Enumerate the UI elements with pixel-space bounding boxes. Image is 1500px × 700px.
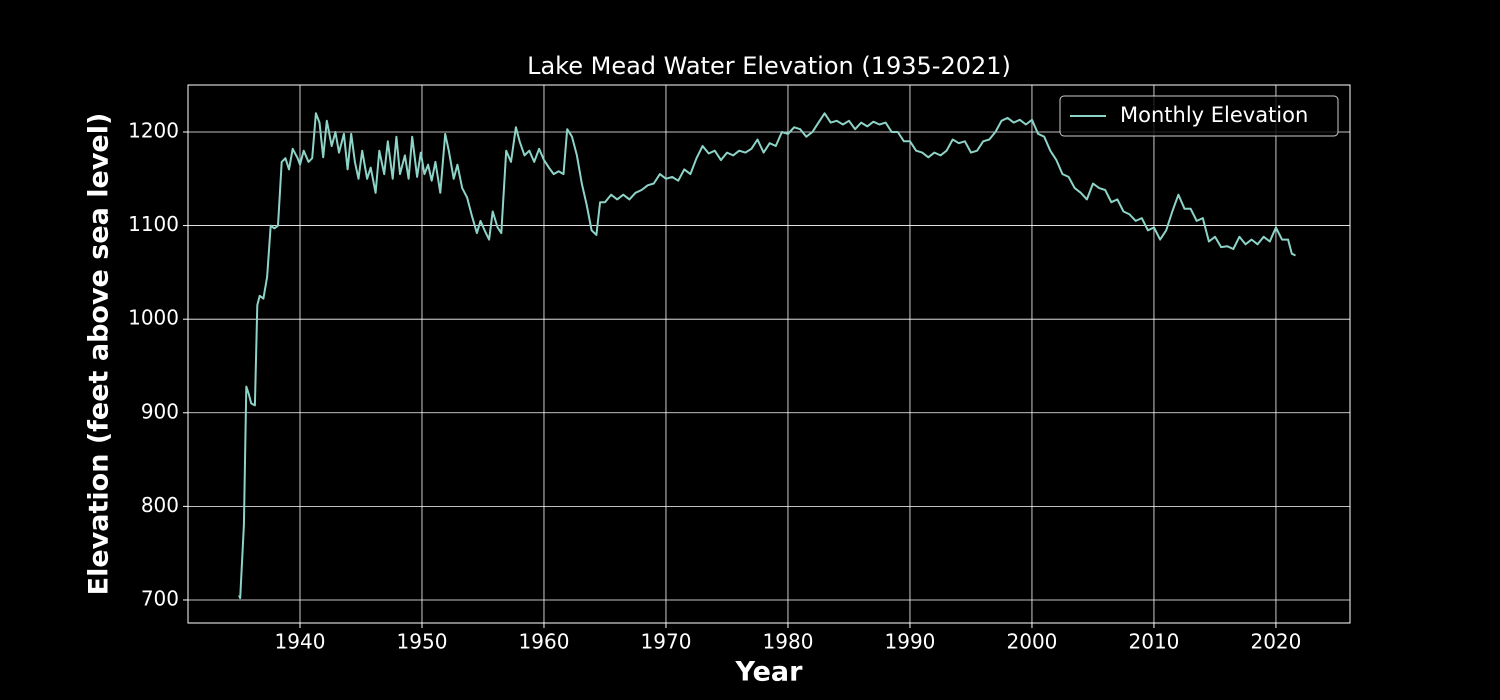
x-tick-label: 1960	[519, 630, 570, 654]
x-tick-label: 1950	[397, 630, 448, 654]
x-tick-label: 1980	[763, 630, 814, 654]
chart-title: Lake Mead Water Elevation (1935-2021)	[527, 52, 1011, 80]
plot-frame	[187, 84, 1351, 624]
x-tick-label: 1970	[641, 630, 692, 654]
legend-label: Monthly Elevation	[1120, 103, 1308, 127]
legend-box	[1059, 95, 1339, 137]
y-tick-label: 1100	[128, 212, 179, 236]
x-tick-label: 1940	[275, 630, 326, 654]
y-tick-label: 1200	[128, 118, 179, 142]
x-tick-label: 1990	[885, 630, 936, 654]
data-line	[238, 112, 1296, 600]
legend: Monthly Elevation	[1059, 95, 1339, 137]
x-tick-label: 2010	[1129, 630, 1180, 654]
y-tick-label: 1000	[128, 306, 179, 330]
x-tick-label: 2000	[1007, 630, 1058, 654]
y-axis-label: Elevation (feet above sea level)	[84, 113, 115, 596]
y-tick-label: 900	[141, 399, 179, 423]
y-tick-label: 800	[141, 493, 179, 517]
x-axis-label: Year	[735, 657, 804, 688]
y-tick-label: 700	[141, 586, 179, 610]
x-tick-label: 2020	[1250, 630, 1301, 654]
